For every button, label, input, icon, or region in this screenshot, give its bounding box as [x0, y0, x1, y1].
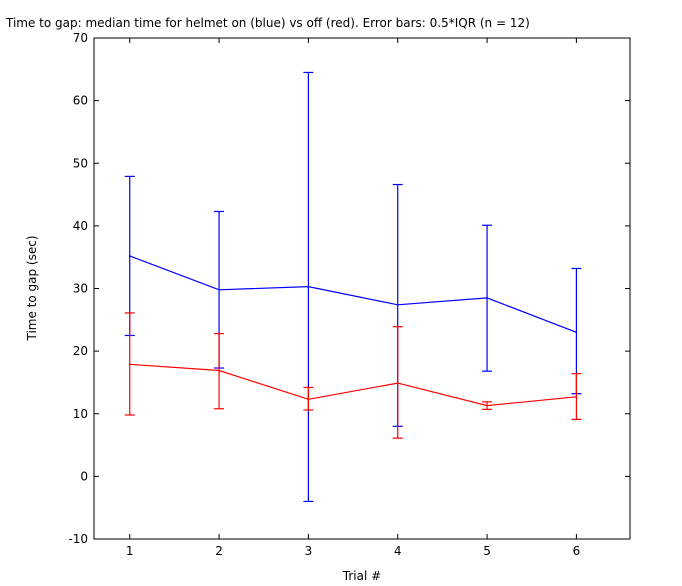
y-tick-label: 20	[73, 344, 88, 358]
data-point	[128, 255, 131, 257]
series-layer	[124, 71, 582, 503]
data-point	[307, 398, 310, 401]
y-tick-label: -10	[68, 532, 88, 546]
y-tick-label: 30	[73, 282, 88, 296]
data-point	[575, 331, 578, 334]
series-line	[129, 363, 577, 407]
x-tick-label: 1	[126, 544, 134, 558]
data-point	[128, 363, 131, 366]
x-axis-label: Trial #	[342, 569, 381, 583]
series-1	[124, 71, 582, 503]
series-2	[124, 312, 582, 439]
x-tick-label: 5	[483, 544, 491, 558]
data-point	[307, 285, 310, 288]
data-point	[486, 297, 488, 299]
x-tick-label: 2	[215, 544, 223, 558]
series-line	[129, 255, 577, 333]
data-point	[396, 303, 399, 306]
x-tick-label: 6	[573, 544, 581, 558]
x-tick-label: 4	[394, 544, 402, 558]
data-point	[396, 382, 399, 384]
y-tick-label: 60	[73, 94, 88, 108]
data-point	[575, 396, 578, 398]
data-point	[486, 404, 488, 407]
data-point	[218, 369, 220, 372]
y-tick-label: 70	[73, 31, 88, 45]
x-tick-label: 3	[305, 544, 313, 558]
data-point	[218, 288, 220, 291]
y-tick-label: 10	[73, 407, 88, 421]
y-tick-label: 40	[73, 219, 88, 233]
chart-title: Time to gap: median time for helmet on (…	[5, 16, 530, 30]
plot-area	[93, 37, 631, 540]
y-tick-label: 50	[73, 156, 88, 170]
axis-ticks: 1 2 3 4 5 6 -10 0 10 20 30 40 50 60 70	[68, 31, 630, 558]
y-axis-label: Time to gap (sec)	[25, 235, 39, 341]
y-tick-label: 0	[80, 469, 88, 483]
